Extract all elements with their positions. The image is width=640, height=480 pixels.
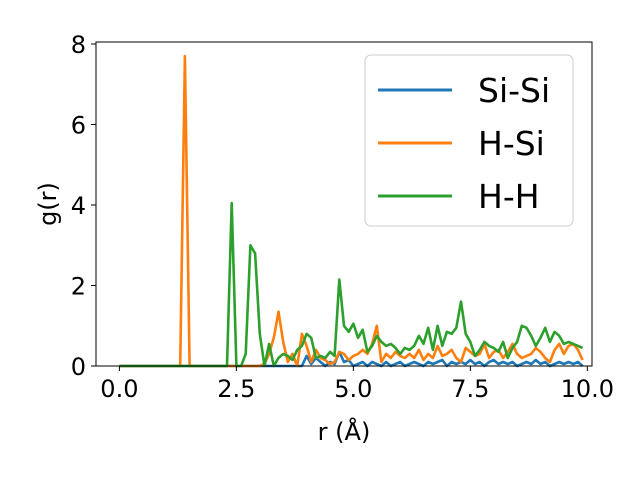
x-tick-label: 10.0: [561, 375, 614, 403]
y-tick-label: 4: [71, 192, 86, 220]
x-axis: 0.0 2.5 5.0 7.5 10.0: [100, 366, 614, 403]
legend-label-si-si: Si-Si: [478, 71, 550, 110]
y-tick-label: 6: [71, 112, 86, 140]
y-tick-label: 8: [71, 31, 86, 59]
y-tick-label: 0: [71, 353, 86, 381]
x-axis-label: r (Å): [318, 417, 371, 446]
x-tick-label: 2.5: [217, 375, 255, 403]
y-axis-label: g(r): [34, 182, 62, 226]
x-tick-label: 5.0: [334, 375, 372, 403]
series-line-h-h: [119, 201, 584, 368]
legend-label-h-h: H-H: [478, 177, 540, 216]
series-layer: [119, 54, 584, 368]
legend-label-h-si: H-Si: [478, 124, 545, 163]
series-line-si-si: [119, 350, 584, 368]
legend-frame: [364, 54, 574, 227]
legend: Si-Si H-Si H-H: [364, 54, 574, 227]
x-tick-label: 0.0: [100, 375, 138, 403]
axes-frame: [95, 41, 593, 367]
y-tick-label: 2: [71, 273, 86, 301]
x-tick-label: 7.5: [451, 375, 489, 403]
y-axis: 0 2 4 6 8: [71, 31, 96, 381]
